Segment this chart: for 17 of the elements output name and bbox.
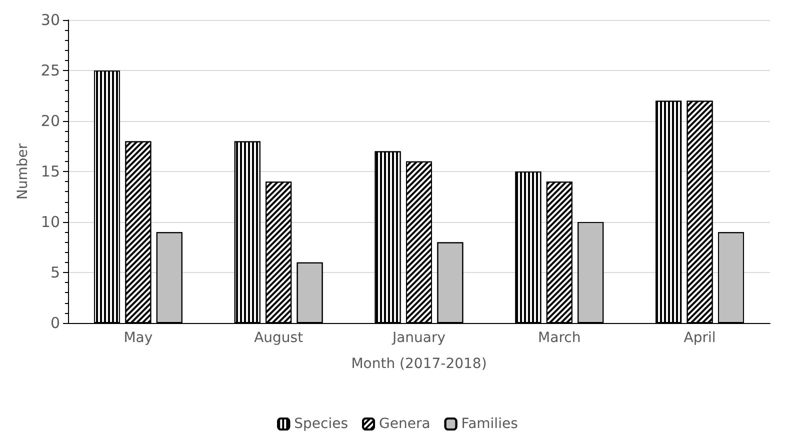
y-tick-label: 10 xyxy=(40,213,60,231)
y-tick-label: 15 xyxy=(40,162,60,180)
y-tick-label: 0 xyxy=(50,314,60,332)
legend-label: Families xyxy=(461,416,518,432)
y-axis-title: Number xyxy=(15,143,32,200)
legend-label: Genera xyxy=(379,416,430,432)
x-tick-label: January xyxy=(391,330,446,346)
y-tick-label: 25 xyxy=(40,62,60,80)
y-tick-label: 5 xyxy=(50,264,60,282)
x-axis-title: Month (2017-2018) xyxy=(351,356,487,372)
y-tick-label: 30 xyxy=(40,11,60,29)
legend-label: Species xyxy=(294,416,348,432)
x-tick-label: May xyxy=(124,330,153,346)
x-tick-label: August xyxy=(254,330,304,346)
y-tick-label: 20 xyxy=(40,112,60,130)
x-tick-label: April xyxy=(684,330,716,346)
x-tick-label: March xyxy=(538,330,581,346)
